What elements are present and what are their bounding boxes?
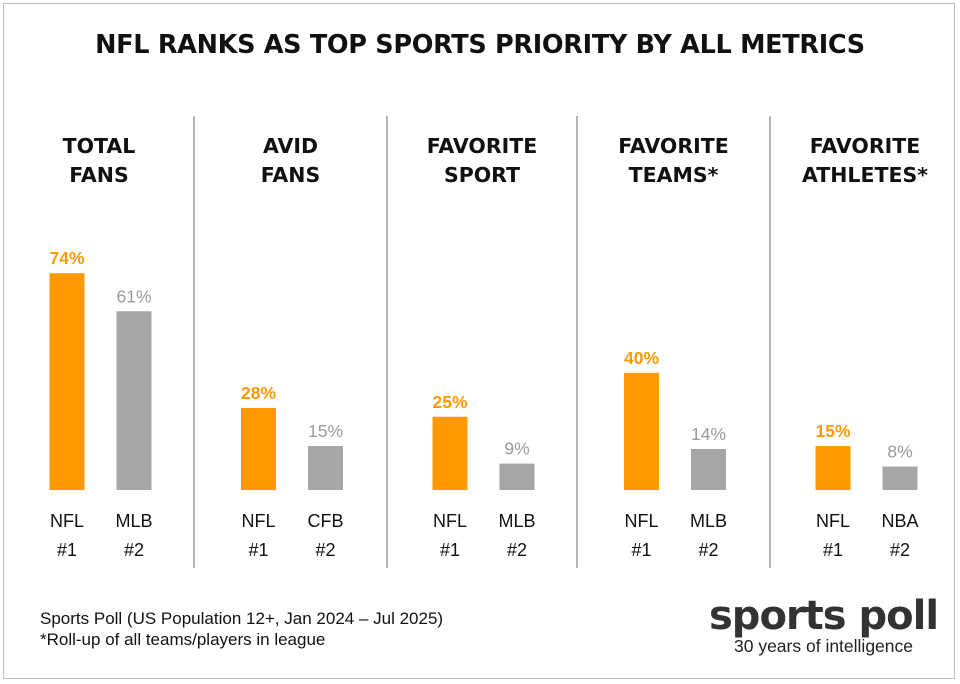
value-label: 15% — [308, 421, 343, 441]
value-label: 28% — [241, 383, 276, 403]
bar-nfl — [432, 416, 468, 490]
value-label: 74% — [49, 248, 84, 268]
category-label: NBA — [881, 511, 918, 531]
logo-tagline: 30 years of intelligence — [734, 636, 913, 656]
sports-poll-logo: sports poll — [709, 593, 939, 639]
bar-cfb — [308, 446, 343, 490]
bar-mlb — [691, 448, 726, 490]
panel-title-line: FAVORITE — [427, 134, 537, 158]
panel-title-line: TEAMS* — [629, 163, 719, 187]
value-label: 14% — [691, 424, 726, 444]
rank-label: #2 — [698, 540, 718, 560]
category-label: NFL — [241, 511, 275, 531]
rank-label: #1 — [248, 540, 268, 560]
category-label: MLB — [115, 511, 152, 531]
bar-nfl — [624, 372, 659, 490]
rank-label: #1 — [440, 540, 460, 560]
bar-nfl — [241, 407, 276, 490]
rank-label: #1 — [823, 540, 843, 560]
bar-nfl — [49, 273, 85, 490]
value-label: 61% — [116, 286, 151, 306]
panel-title-line: FANS — [69, 163, 128, 187]
value-label: 25% — [432, 392, 467, 412]
bar-mlb — [499, 463, 535, 490]
category-label: NFL — [50, 511, 84, 531]
value-label: 40% — [624, 348, 659, 368]
category-label: NFL — [433, 511, 467, 531]
chart-title: NFL RANKS AS TOP SPORTS PRIORITY BY ALL … — [95, 30, 865, 60]
panel-title-line: ATHLETES* — [802, 163, 928, 187]
category-label: NFL — [624, 511, 658, 531]
value-label: 8% — [887, 442, 912, 462]
source-footnote: Sports Poll (US Population 12+, Jan 2024… — [40, 609, 444, 628]
panel-title-line: FANS — [261, 163, 320, 187]
category-label: NFL — [816, 511, 850, 531]
panel-title-line: AVID — [263, 134, 318, 158]
rank-label: #2 — [315, 540, 335, 560]
chart-frame — [3, 3, 955, 679]
bar-nfl — [815, 446, 851, 490]
panel-title-line: TOTAL — [63, 134, 136, 158]
bar-mlb — [116, 311, 152, 490]
rank-label: #2 — [124, 540, 144, 560]
rank-label: #2 — [890, 540, 910, 560]
panel-title-line: SPORT — [444, 163, 520, 187]
value-label: 9% — [504, 439, 529, 459]
panel-title-line: FAVORITE — [810, 134, 920, 158]
category-label: MLB — [690, 511, 727, 531]
panel-title-line: FAVORITE — [618, 134, 728, 158]
rollup-footnote: *Roll-up of all teams/players in league — [40, 630, 326, 649]
rank-label: #2 — [507, 540, 527, 560]
rank-label: #1 — [57, 540, 77, 560]
category-label: CFB — [308, 511, 344, 531]
value-label: 15% — [815, 421, 850, 441]
bar-nba — [882, 466, 918, 490]
category-label: MLB — [498, 511, 535, 531]
rank-label: #1 — [631, 540, 651, 560]
